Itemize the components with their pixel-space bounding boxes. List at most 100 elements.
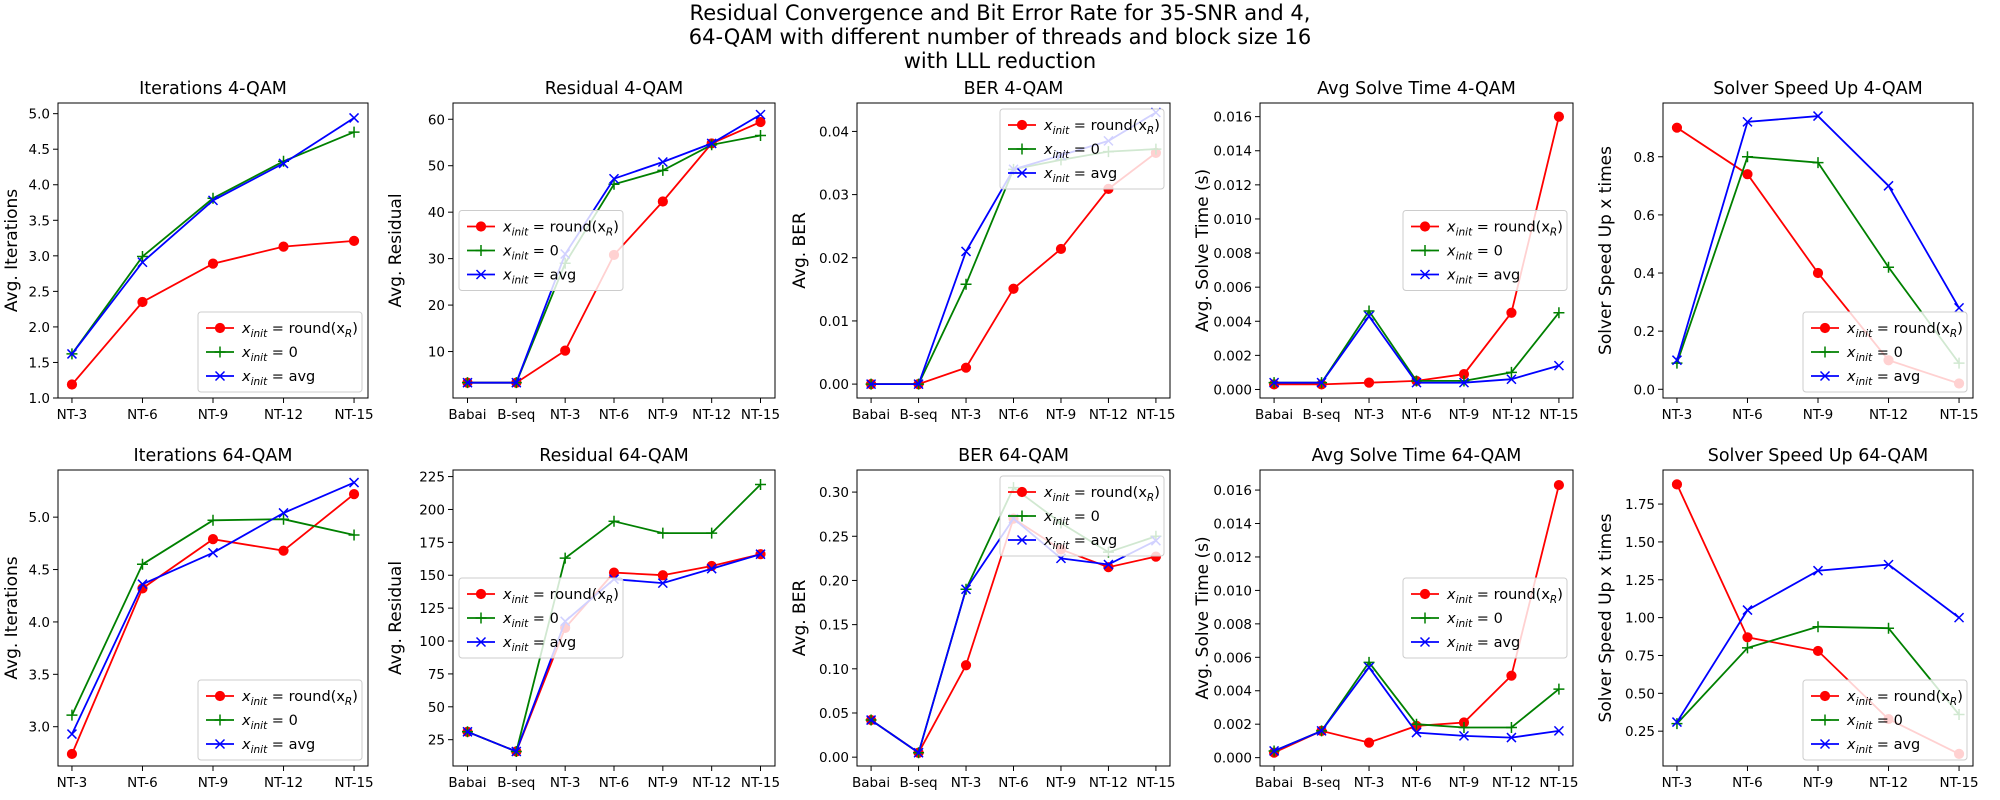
x-tick-label: NT-3 bbox=[1662, 775, 1693, 791]
legend-label-part: = 0 bbox=[1472, 611, 1503, 627]
x-tick-label: NT-3 bbox=[57, 775, 88, 791]
legend-entry: xinit = round(xR) bbox=[1411, 220, 1563, 239]
x-marker bbox=[511, 377, 522, 388]
x-tick-label: NT-15 bbox=[1136, 775, 1175, 791]
legend-label-part: = 0 bbox=[1872, 345, 1903, 361]
x-marker bbox=[1411, 727, 1422, 738]
legend-entry: xinit = round(xR) bbox=[1811, 321, 1963, 340]
y-tick-label: 0.05 bbox=[819, 706, 849, 722]
x-tick-label: NT-12 bbox=[1089, 407, 1128, 423]
plus-marker bbox=[1458, 375, 1470, 387]
legend-label: xinit = round(xR) bbox=[1846, 321, 1963, 340]
legend-frame bbox=[197, 311, 363, 393]
legend-entry: xinit = round(xR) bbox=[206, 689, 358, 708]
x-marker bbox=[278, 158, 289, 169]
x-tick-label: NT-3 bbox=[1354, 775, 1385, 791]
x-tick-label: NT-15 bbox=[1539, 775, 1578, 791]
x-marker bbox=[1458, 730, 1470, 741]
data-series bbox=[1268, 656, 1565, 757]
legend-label-part: ) bbox=[1154, 485, 1160, 501]
y-tick-label: 50 bbox=[428, 159, 445, 175]
x-marker bbox=[706, 138, 717, 149]
x-marker bbox=[1269, 745, 1280, 756]
circle-marker bbox=[657, 570, 668, 581]
subplot-title: Iterations 64-QAM bbox=[134, 446, 293, 466]
y-tick-label: 0.01 bbox=[819, 314, 849, 330]
plus-marker bbox=[136, 558, 148, 570]
subplot: Avg Solve Time 64-QAM Avg. Solve Time (s)… bbox=[1193, 446, 1578, 791]
legend-label-part: ) bbox=[1557, 587, 1563, 603]
legend-label-part: R bbox=[1147, 125, 1154, 137]
plot-frame bbox=[1259, 469, 1574, 767]
x-marker bbox=[1671, 355, 1682, 366]
y-tick-label: 4.0 bbox=[29, 178, 50, 194]
x-tick-label: NT-15 bbox=[741, 407, 780, 423]
y-tick-label: 0.010 bbox=[1213, 583, 1252, 599]
x-marker bbox=[349, 112, 360, 123]
x-tick-label: NT-15 bbox=[1939, 407, 1978, 423]
plot-frame bbox=[57, 469, 369, 767]
plus-marker bbox=[475, 612, 487, 624]
y-tick-label: 0.15 bbox=[819, 618, 849, 634]
x-tick-label: NT-15 bbox=[741, 775, 780, 791]
legend-label: xinit = avg bbox=[1446, 268, 1520, 287]
y-tick-label: 0.25 bbox=[819, 529, 849, 545]
x-tick-label: NT-9 bbox=[198, 775, 229, 791]
subplot-title: Residual 64-QAM bbox=[539, 446, 689, 466]
plot-frame bbox=[57, 102, 369, 399]
x-tick-label: NT-12 bbox=[1089, 775, 1128, 791]
circle-marker bbox=[1671, 479, 1683, 490]
legend-label-part: init bbox=[1053, 540, 1070, 552]
y-tick-label: 0.010 bbox=[1213, 212, 1252, 228]
plus-marker bbox=[1812, 157, 1824, 169]
x-tick-label: NT-12 bbox=[1869, 407, 1908, 423]
plus-marker bbox=[657, 527, 669, 539]
legend-label-part: init bbox=[1053, 149, 1070, 161]
x-marker bbox=[462, 726, 473, 737]
x-marker bbox=[866, 715, 877, 726]
plus-marker bbox=[1411, 375, 1422, 387]
legend-label-part: init bbox=[1053, 125, 1070, 137]
plot-frame bbox=[856, 469, 1171, 767]
plus-marker bbox=[706, 527, 718, 539]
legend-frame bbox=[458, 210, 624, 291]
legend-entry: xinit = avg bbox=[1811, 369, 1920, 388]
y-tick-label: 225 bbox=[419, 470, 445, 486]
legend-label: xinit = avg bbox=[1846, 737, 1920, 756]
legend-label-part: x bbox=[1043, 485, 1053, 501]
legend-label-part: = 0 bbox=[267, 345, 298, 361]
y-tick-label: 1.50 bbox=[1625, 535, 1655, 551]
legend-label: xinit = avg bbox=[502, 635, 576, 654]
legend-label: xinit = round(xR) bbox=[1446, 587, 1563, 606]
legend-label-part: = 0 bbox=[1472, 244, 1503, 260]
y-tick-label: 0.50 bbox=[1625, 686, 1655, 702]
y-tick-label: 0.012 bbox=[1213, 178, 1252, 194]
legend-label-part: init bbox=[1053, 516, 1070, 528]
y-tick-label: 0.008 bbox=[1213, 617, 1252, 633]
circle-marker bbox=[1055, 243, 1067, 255]
x-marker bbox=[608, 173, 620, 184]
legend-label-part: init bbox=[512, 642, 529, 654]
y-tick-label: 4.0 bbox=[29, 615, 50, 631]
legend-entry: xinit = 0 bbox=[467, 244, 559, 263]
y-tick-label: 0.016 bbox=[1213, 483, 1252, 499]
plus-marker bbox=[1016, 510, 1028, 522]
plus-marker bbox=[214, 346, 226, 358]
legend-label-part: init bbox=[1053, 173, 1070, 185]
circle-marker bbox=[1812, 267, 1824, 279]
plot-frame bbox=[1259, 102, 1574, 399]
circle-marker bbox=[1742, 632, 1753, 643]
y-tick-label: 0.006 bbox=[1213, 650, 1252, 666]
legend-label-part: init bbox=[1856, 376, 1873, 388]
legend-label-part: x bbox=[241, 713, 251, 729]
y-tick-label: 0.30 bbox=[819, 485, 849, 501]
legend-label-part: = 0 bbox=[528, 611, 559, 627]
legend-label-part: x bbox=[241, 345, 251, 361]
circle-marker bbox=[1506, 670, 1517, 681]
legend-entry: xinit = round(xR) bbox=[1008, 485, 1160, 504]
data-series bbox=[66, 477, 360, 740]
legend-entry: xinit = avg bbox=[1811, 737, 1920, 756]
